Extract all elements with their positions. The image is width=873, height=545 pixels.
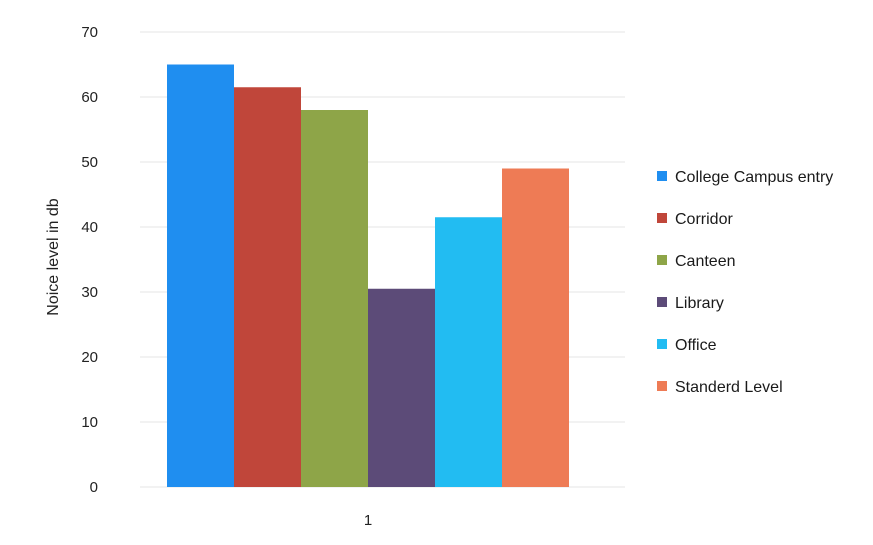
bar-standerd-level (502, 168, 569, 487)
legend-swatch (657, 255, 667, 265)
bars (167, 64, 569, 487)
legend-label: Standerd Level (675, 379, 783, 396)
legend-label: Library (675, 295, 724, 312)
y-axis-ticks: 0 10 20 30 40 50 60 70 (81, 24, 98, 496)
bar-college-campus-entry (167, 64, 234, 487)
bar-library (368, 288, 435, 487)
legend-swatch (657, 213, 667, 223)
y-tick-label: 0 (90, 479, 98, 496)
legend-label: Office (675, 337, 717, 354)
x-axis-ticks: 1 (364, 512, 372, 529)
legend-swatch (657, 297, 667, 307)
legend-swatch (657, 381, 667, 391)
legend-label: Canteen (675, 253, 736, 270)
bar-corridor (234, 87, 301, 487)
legend: College Campus entry Corridor Canteen Libra… (657, 169, 833, 396)
y-tick-label: 10 (81, 414, 98, 431)
legend-label: College Campus entry (675, 169, 833, 186)
y-axis-title: Noice level in db (45, 198, 62, 316)
legend-label: Corridor (675, 211, 733, 228)
y-tick-label: 50 (81, 154, 98, 171)
legend-swatch (657, 339, 667, 349)
bar-canteen (301, 110, 368, 487)
y-tick-label: 20 (81, 349, 98, 366)
x-tick-label: 1 (364, 512, 372, 529)
y-tick-label: 70 (81, 24, 98, 41)
bar-office (435, 217, 502, 487)
legend-swatch (657, 171, 667, 181)
y-tick-label: 40 (81, 219, 98, 236)
y-tick-label: 60 (81, 89, 98, 106)
y-tick-label: 30 (81, 284, 98, 301)
